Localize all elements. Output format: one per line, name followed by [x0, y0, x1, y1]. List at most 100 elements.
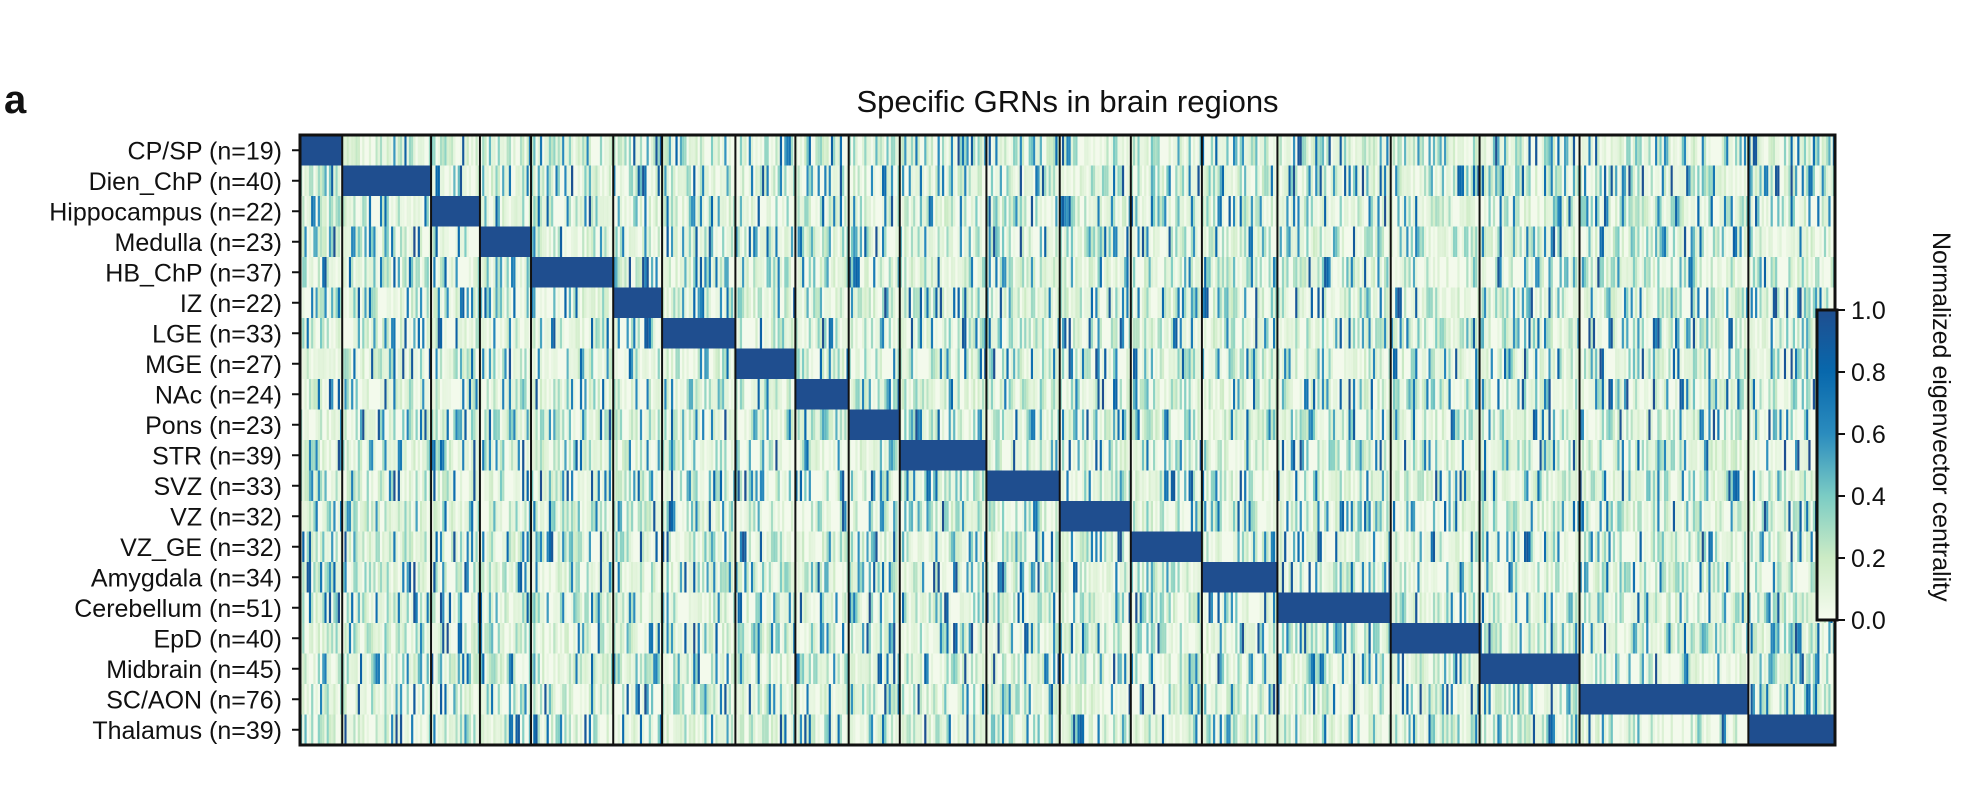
heatmap-cell: [1444, 379, 1447, 410]
heatmap-cell: [484, 318, 487, 349]
heatmap-cell: [784, 257, 787, 288]
heatmap-cell: [1777, 409, 1780, 440]
heatmap-cell: [1201, 287, 1205, 318]
heatmap-cell: [1488, 196, 1491, 227]
heatmap-cell: [784, 226, 787, 257]
heatmap-cell: [1510, 257, 1513, 288]
heatmap-cell: [877, 226, 880, 257]
heatmap-cell: [842, 287, 845, 318]
heatmap-cell: [455, 257, 458, 288]
heatmap-cell: [1290, 409, 1293, 440]
heatmap-cell: [779, 379, 783, 410]
heatmap-cell: [1368, 135, 1371, 166]
heatmap-cell: [302, 196, 305, 227]
heatmap-cell: [333, 287, 336, 318]
heatmap-cell: [1193, 409, 1196, 440]
heatmap-cell: [1190, 196, 1194, 227]
heatmap-cell: [686, 348, 689, 379]
heatmap-cell: [471, 379, 474, 410]
heatmap-cell: [1195, 165, 1198, 196]
heatmap-cell: [1133, 135, 1136, 166]
heatmap-cell: [591, 379, 594, 410]
heatmap-cell: [1399, 135, 1402, 166]
heatmap-cell: [1121, 257, 1125, 288]
heatmap-cell: [1666, 318, 1669, 349]
heatmap-cell: [531, 379, 534, 410]
heatmap-cell: [930, 348, 934, 379]
heatmap-cell: [1315, 409, 1318, 440]
heatmap-cell: [1681, 196, 1684, 227]
heatmap-cell: [1679, 226, 1682, 257]
heatmap-cell: [893, 379, 896, 410]
heatmap-cell: [1666, 135, 1669, 166]
heatmap-cell: [744, 196, 747, 227]
heatmap-cell: [1093, 226, 1096, 257]
heatmap-cell: [1535, 348, 1538, 379]
heatmap-cell: [1401, 196, 1405, 227]
heatmap-cell: [377, 409, 380, 440]
heatmap-cell: [1788, 165, 1791, 196]
heatmap-cell: [1441, 135, 1445, 166]
heatmap-cell: [975, 165, 978, 196]
heatmap-cell: [1726, 287, 1729, 318]
heatmap-cell: [1230, 287, 1233, 318]
heatmap-cell: [786, 318, 789, 349]
heatmap-cell: [548, 196, 552, 227]
heatmap-cell: [1615, 379, 1618, 410]
heatmap-cell: [675, 226, 678, 257]
heatmap-cell: [1441, 287, 1445, 318]
heatmap-cell: [1097, 318, 1100, 349]
heatmap-cell: [373, 226, 376, 257]
heatmap-cell: [368, 409, 372, 440]
heatmap-cell: [437, 135, 440, 166]
heatmap-cell: [813, 257, 816, 288]
heatmap-cell: [573, 226, 576, 257]
heatmap-cell: [1581, 135, 1584, 166]
heatmap-cell: [1175, 318, 1178, 349]
heatmap-cell: [531, 135, 534, 166]
heatmap-cell: [670, 409, 674, 440]
heatmap-cell: [1148, 257, 1151, 288]
heatmap-cell: [908, 135, 911, 166]
heatmap-cell: [1319, 409, 1322, 440]
heatmap-cell: [1710, 318, 1713, 349]
heatmap-cell: [1437, 196, 1440, 227]
heatmap-cell: [702, 409, 705, 440]
heatmap-cell: [1217, 287, 1220, 318]
heatmap-cell: [537, 318, 540, 349]
heatmap-cell: [1321, 196, 1325, 227]
heatmap-cell: [1657, 287, 1660, 318]
heatmap-cell: [413, 287, 416, 318]
heatmap-cell: [1090, 318, 1094, 349]
heatmap-cell: [770, 287, 774, 318]
heatmap-cell: [342, 348, 345, 379]
heatmap-cell: [519, 135, 523, 166]
heatmap-cell: [553, 226, 556, 257]
heatmap-cell: [899, 409, 902, 440]
heatmap-cell: [635, 348, 638, 379]
heatmap-cell: [708, 196, 711, 227]
heatmap-cell: [1384, 318, 1387, 349]
heatmap-cell: [415, 348, 418, 379]
heatmap-cell: [941, 135, 945, 166]
heatmap-cell: [699, 135, 703, 166]
heatmap-cell: [491, 135, 494, 166]
heatmap-cell: [650, 348, 654, 379]
heatmap-cell: [1441, 226, 1445, 257]
heatmap-cell: [744, 409, 747, 440]
heatmap-cell: [1806, 135, 1809, 166]
heatmap-cell: [333, 165, 336, 196]
heatmap-cell: [1466, 287, 1469, 318]
heatmap-cell: [597, 348, 600, 379]
heatmap-cell: [1213, 318, 1216, 349]
heatmap-cell: [1355, 165, 1358, 196]
heatmap-cell: [1155, 257, 1158, 288]
heatmap-cell: [1299, 257, 1302, 288]
heatmap-cell: [1552, 348, 1556, 379]
heatmap-cell: [922, 318, 925, 349]
heatmap-cell: [981, 318, 985, 349]
heatmap-cell: [635, 196, 638, 227]
heatmap-cell: [1246, 135, 1249, 166]
heatmap-cell: [584, 348, 587, 379]
heatmap-cell: [362, 135, 365, 166]
